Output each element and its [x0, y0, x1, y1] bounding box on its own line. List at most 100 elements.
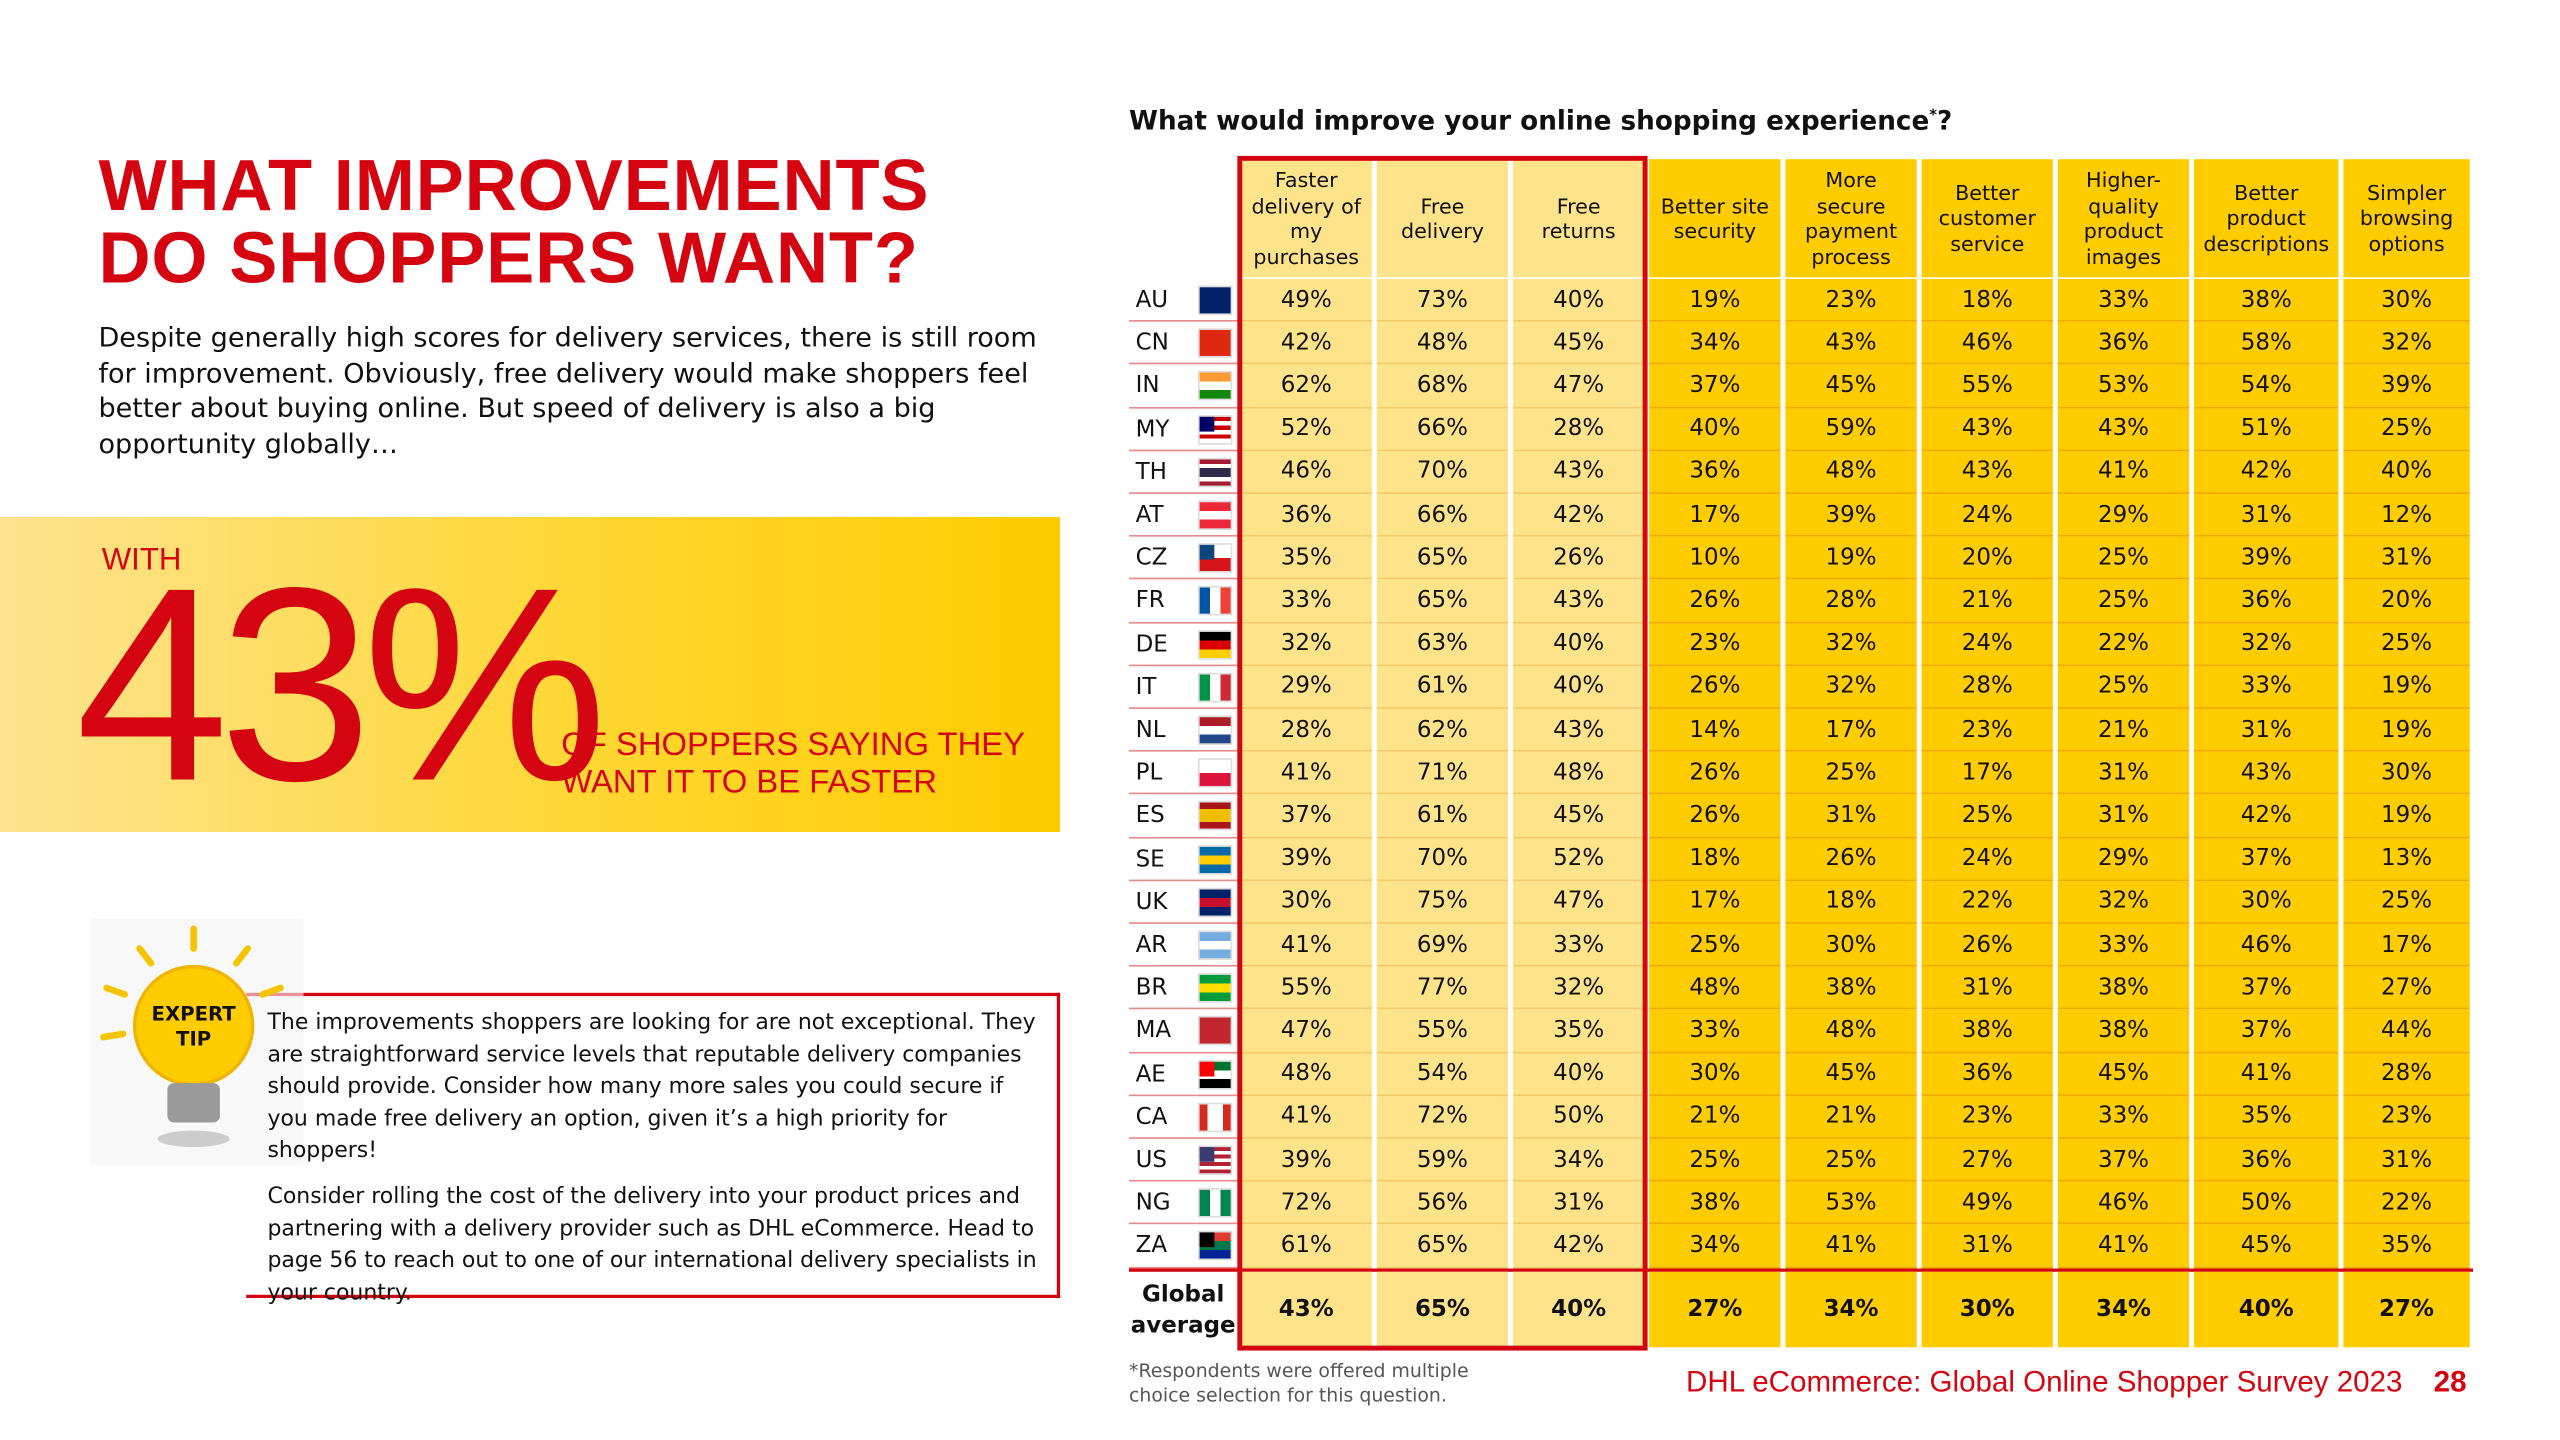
table-cell: 45% [1513, 794, 1645, 838]
table-cell: 41% [1785, 1224, 1917, 1268]
table-cell: 73% [1376, 278, 1509, 322]
table-cell: 33% [1513, 923, 1645, 967]
table-cell: 47% [1513, 880, 1645, 924]
table-cell: 17% [1921, 751, 2053, 795]
table-cell: 72% [1376, 1095, 1509, 1139]
table-cell: 30% [2343, 278, 2470, 322]
table-cell: 66% [1376, 407, 1509, 451]
total-cell: 27% [2343, 1271, 2470, 1347]
country-code: DE [1135, 631, 1168, 658]
row-rule [1129, 664, 1239, 666]
country-code: BR [1135, 975, 1168, 1002]
title-end: ? [1937, 105, 1953, 137]
table-cell: 23% [2343, 1095, 2470, 1139]
table-cell: 17% [1785, 708, 1917, 752]
column-header hdr: Higher-quality product images [2057, 159, 2190, 278]
table-cell: 13% [2343, 837, 2470, 881]
table-cell: 36% [2194, 579, 2339, 623]
table-cell: 32% [1240, 622, 1372, 666]
table-cell: 17% [1649, 493, 1781, 537]
table-cell: 38% [2194, 278, 2339, 322]
table-cell: 65% [1376, 1224, 1509, 1268]
table-cell: 39% [2194, 536, 2339, 580]
table-cell: 18% [1921, 278, 2053, 322]
table-title: What would improve your online shopping … [1129, 105, 1952, 136]
table-cell: 42% [1513, 1224, 1645, 1268]
table-cell: 17% [2343, 923, 2470, 967]
table-cell: 42% [2194, 450, 2339, 494]
country-code: AT [1135, 502, 1164, 529]
table-cell: 22% [1921, 880, 2053, 924]
highlight-frame [1237, 155, 1648, 1350]
page-number: 28 [2433, 1365, 2467, 1399]
country-code: AR [1135, 932, 1168, 959]
bulb-icon: EXPERT TIP [90, 918, 304, 1166]
country-code: UK [1135, 889, 1168, 916]
flag-canton [1199, 1147, 1215, 1162]
callout-band [0, 516, 1061, 833]
table-cell: 17% [1649, 880, 1781, 924]
total-cell: 40% [1513, 1271, 1645, 1347]
table-cell: 34% [1649, 1224, 1781, 1268]
total-rule [1129, 1267, 2474, 1272]
table-cell: 37% [2194, 1009, 2339, 1053]
row-rule [1129, 1094, 1239, 1096]
flag [1197, 457, 1233, 488]
table-cell: 31% [2343, 536, 2470, 580]
intro: Despite generally high scores for delive… [98, 321, 1037, 459]
table-cell: 31% [2194, 708, 2339, 752]
callout-line: WANT IT TO BE FASTER [561, 764, 937, 801]
table-cell: 45% [1785, 1052, 1917, 1096]
table-cell: 51% [2194, 407, 2339, 451]
flag [1197, 285, 1233, 316]
table-cell: 32% [1785, 665, 1917, 709]
table-cell: 21% [2057, 708, 2190, 752]
table-cell: 31% [2057, 751, 2190, 795]
table-cell: 23% [1785, 278, 1917, 322]
table-cell: 46% [1240, 450, 1372, 494]
table-cell: 21% [1785, 1095, 1917, 1139]
flag [1197, 1231, 1233, 1261]
callout-figure: 43% [75, 530, 607, 839]
country-code: AE [1135, 1061, 1166, 1088]
table-cell: 45% [2194, 1224, 2339, 1268]
footer-text: DHL eCommerce: Global Online Shopper Sur… [1686, 1365, 2403, 1399]
country-code: NL [1135, 717, 1166, 744]
flag [1197, 758, 1233, 789]
flag [1197, 801, 1233, 832]
table-cell: 25% [2057, 665, 2190, 709]
table-cell: 10% [1649, 536, 1781, 580]
table-cell: 75% [1376, 880, 1509, 924]
table-cell: 40% [1513, 665, 1645, 709]
table-cell: 14% [1649, 708, 1781, 752]
table-cell: 42% [1513, 493, 1645, 537]
table-cell: 72% [1240, 1181, 1372, 1225]
row-rule [1129, 449, 1239, 451]
table-cell: 45% [1513, 321, 1645, 365]
table-cell: 61% [1240, 1224, 1372, 1268]
table-cell: 37% [2194, 837, 2339, 881]
table-cell: 40% [1513, 622, 1645, 666]
row-rule [1129, 1266, 1239, 1268]
table-cell: 18% [1785, 880, 1917, 924]
table-cell: 38% [2057, 1009, 2190, 1053]
row-rule [1129, 621, 1239, 623]
table-cell: 20% [2343, 579, 2470, 623]
row-rule [1129, 1223, 1239, 1225]
country-code: CN [1135, 330, 1169, 357]
table-cell: 63% [1376, 622, 1509, 666]
row-rule [1129, 879, 1239, 881]
heading: WHAT IMPROVEMENTS DO SHOPPERS WANT? [98, 150, 929, 295]
table-cell: 41% [1240, 923, 1372, 967]
table-cell: 47% [1240, 1009, 1372, 1053]
table-cell: 41% [1240, 751, 1372, 795]
table-cell: 32% [2343, 321, 2470, 365]
column-header hdr: Simpler browsing options [2343, 159, 2470, 278]
table-cell: 21% [1921, 579, 2053, 623]
table-cell: 40% [2343, 450, 2470, 494]
row-rule [1129, 535, 1239, 537]
total-cell: 27% [1649, 1271, 1781, 1347]
table-cell: 44% [2343, 1009, 2470, 1053]
table-cell: 38% [1785, 966, 1917, 1010]
column-header hdr: Free delivery [1376, 159, 1509, 278]
